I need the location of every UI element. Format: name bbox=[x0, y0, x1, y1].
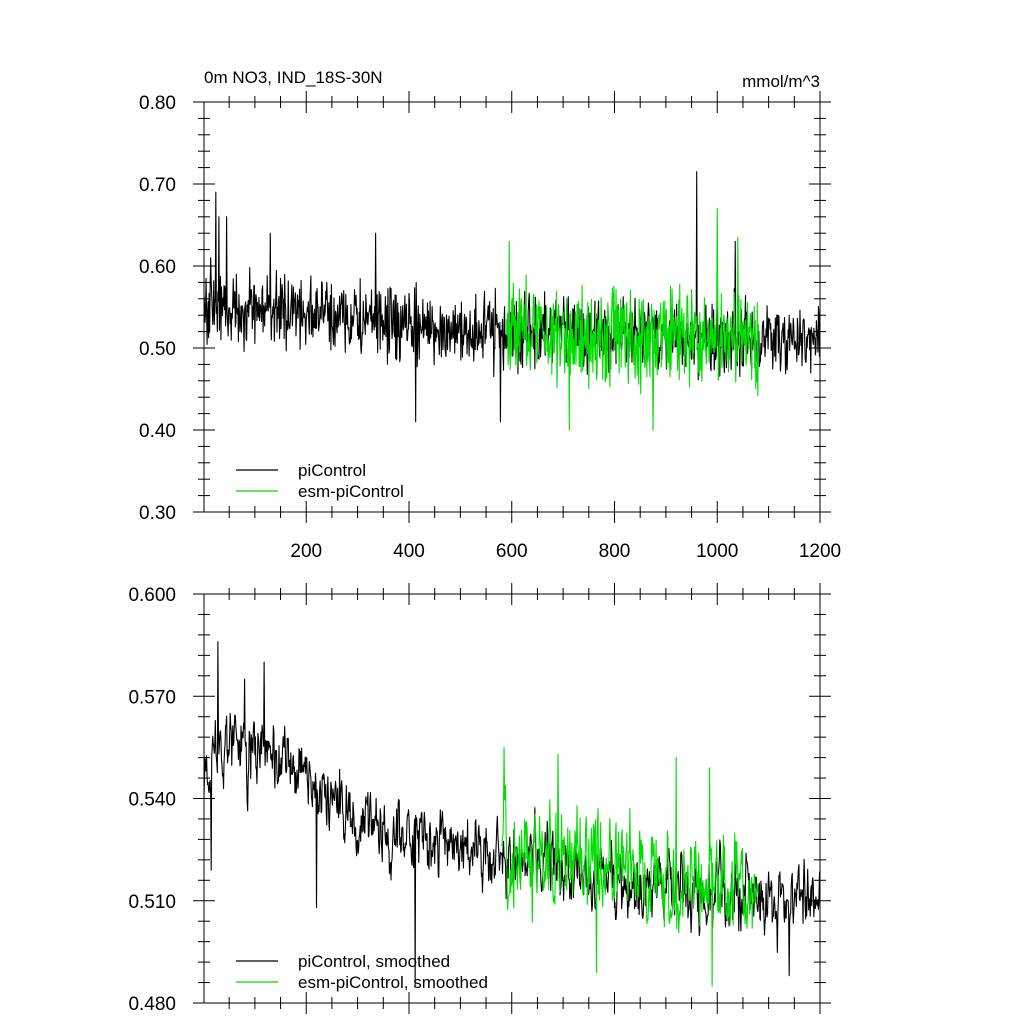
top-panel-series bbox=[203, 171, 821, 431]
bottom-panel-legend: piControl, smoothed esm-piControl, smooth… bbox=[236, 952, 488, 992]
y-tick-label: 0.60 bbox=[139, 257, 176, 278]
y-tick-label: 0.600 bbox=[128, 585, 176, 606]
bottom-panel-series bbox=[203, 641, 821, 987]
y-tick-label: 0.540 bbox=[128, 790, 176, 811]
legend-label: piControl bbox=[298, 461, 366, 480]
series-line-esm-picontrol-smoothed bbox=[501, 746, 759, 987]
top-panel-axes: 0.30 0.40 0.50 0.60 0.70 0.80 200 400 600 800 1000… bbox=[139, 91, 841, 562]
bottom-panel-axes: 0.480 0.510 0.540 0.570 0.600 bbox=[128, 583, 831, 1015]
legend-label: piControl, smoothed bbox=[298, 952, 450, 971]
y-tick-label: 0.30 bbox=[139, 503, 176, 524]
x-tick-label: 200 bbox=[290, 541, 322, 562]
y-tick-label: 0.40 bbox=[139, 421, 176, 442]
x-tick-label: 400 bbox=[393, 541, 425, 562]
y-tick-label: 0.50 bbox=[139, 339, 176, 360]
y-tick-label: 0.570 bbox=[128, 687, 176, 708]
y-tick-label: 0.510 bbox=[128, 892, 176, 913]
y-tick-label: 0.80 bbox=[139, 93, 176, 114]
x-tick-label: 800 bbox=[599, 541, 631, 562]
series-line-esm-picontrol bbox=[506, 208, 759, 431]
bottom-panel: 0.480 0.510 0.540 0.570 0.600 piControl, smo… bbox=[128, 583, 831, 1015]
y-tick-label: 0.480 bbox=[128, 994, 176, 1015]
legend-label: esm-piControl bbox=[298, 482, 404, 501]
bottom-panel-frame bbox=[203, 593, 821, 1004]
x-tick-label: 600 bbox=[496, 541, 528, 562]
top-panel-title: 0m NO3, IND_18S-30N bbox=[204, 68, 383, 87]
legend-label: esm-piControl, smoothed bbox=[298, 973, 488, 992]
top-panel-legend: piControl esm-piControl bbox=[236, 461, 404, 501]
top-panel: 0m NO3, IND_18S-30N mmol/m^3 0.30 0.40 0.5… bbox=[139, 68, 841, 562]
top-panel-frame bbox=[203, 101, 821, 513]
x-tick-label: 1200 bbox=[799, 541, 841, 562]
y-tick-label: 0.70 bbox=[139, 175, 176, 196]
x-tick-label: 1000 bbox=[696, 541, 738, 562]
top-panel-units: mmol/m^3 bbox=[742, 72, 820, 91]
